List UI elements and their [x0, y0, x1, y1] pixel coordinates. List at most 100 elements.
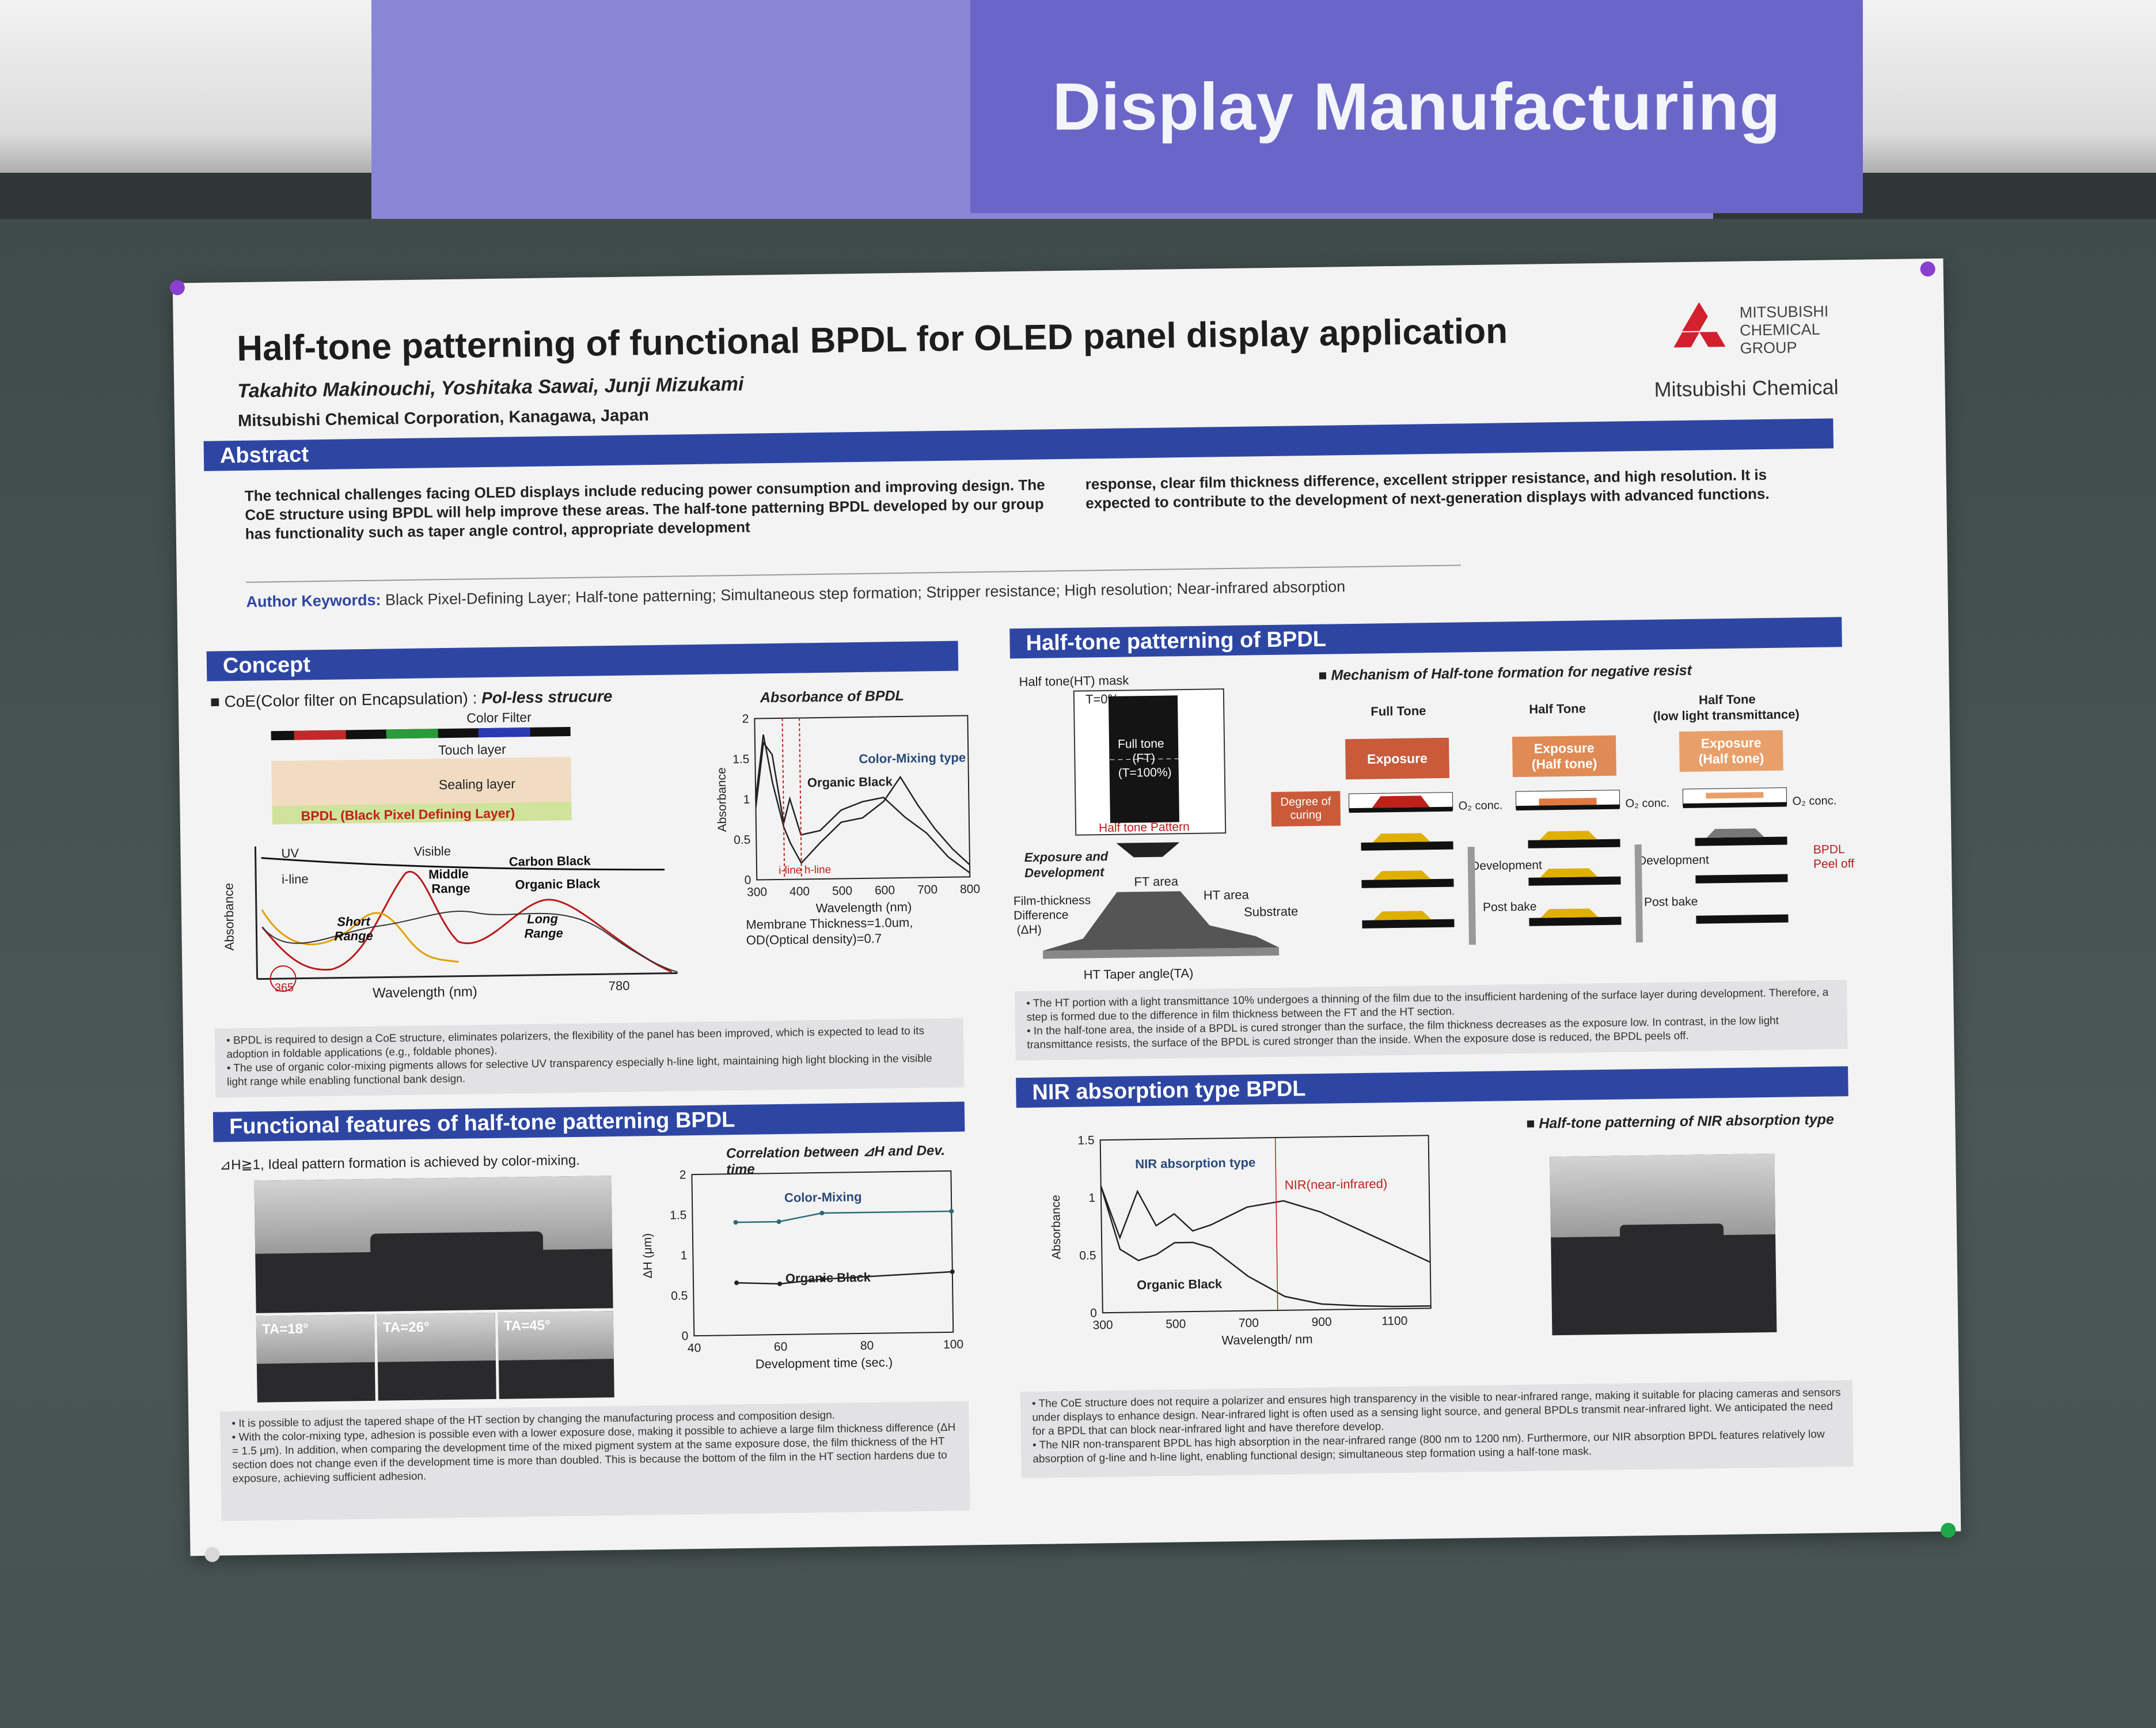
mitsubishi-logo: MITSUBISHI CHEMICAL GROUP Mitsubishi Che… — [1654, 300, 1839, 401]
abstract-text-right: response, clear film thickness differenc… — [1085, 465, 1770, 512]
x-tick-label: 800 — [960, 882, 980, 896]
sem-image-ta45: TA=45° — [498, 1311, 614, 1399]
nir-heading: NIR absorption type BPDL — [1016, 1066, 1848, 1108]
x-axis-label: Development time (sec.) — [756, 1355, 893, 1371]
svg-text:Absorbance: Absorbance — [221, 883, 237, 951]
marker-label: i-line — [779, 864, 802, 877]
exposure-half-low-box: Exposure (Half tone) — [1679, 730, 1783, 772]
footnote: Membrane Thickness=1.0um, — [746, 915, 913, 932]
sem-image-ta26: TA=26° — [377, 1312, 496, 1401]
y-tick-label: 1.5 — [732, 753, 750, 766]
marker-label: h-line — [804, 864, 832, 877]
y-tick-label: 2 — [742, 713, 749, 726]
svg-text:Full tone: Full tone — [1118, 737, 1164, 751]
note-text: With the color-mixing type, adhesion is … — [231, 1421, 956, 1486]
series-line — [755, 741, 970, 874]
svg-text:Short: Short — [337, 914, 371, 929]
series-label: NIR absorption type — [1135, 1155, 1255, 1171]
svg-text:(ΔH): (ΔH) — [1016, 923, 1042, 937]
svg-text:Post bake: Post bake — [1644, 895, 1698, 909]
concept-subtitle-italic: Pol-less strucure — [481, 687, 613, 707]
y-tick-label: 2 — [680, 1168, 686, 1181]
halftone-mask-diagram: T=0% Full tone (FT) (T=100%) Half tone P… — [1014, 688, 1298, 982]
marker-line — [781, 718, 785, 880]
halftone-heading: Half-tone patterning of BPDL — [1009, 617, 1842, 659]
banner-title: Display Manufacturing — [1052, 69, 1781, 144]
x-tick-label: 300 — [747, 885, 767, 899]
nir-subtitle: ■ Half-tone patterning of NIR absorption… — [1526, 1111, 1835, 1132]
svg-text:BPDL: BPDL — [1813, 843, 1845, 857]
y-tick-label: 1 — [743, 793, 750, 806]
y-tick-label: 0.5 — [734, 833, 751, 847]
svg-text:Range: Range — [431, 881, 470, 896]
series-line — [737, 1271, 952, 1285]
x-tick-label: 300 — [1092, 1318, 1113, 1332]
sem-step — [1619, 1223, 1724, 1248]
bpdl-layer — [272, 801, 572, 825]
nir-notes: • The CoE structure does not require a p… — [1020, 1380, 1854, 1479]
concept-subtitle-prefix: ■ CoE(Color filter on Encapsulation) : — [210, 689, 482, 711]
concept-subtitle: ■ CoE(Color filter on Encapsulation) : P… — [210, 687, 613, 711]
y-tick-label: 0 — [744, 874, 751, 887]
data-point — [949, 1208, 954, 1214]
svg-text:780: 780 — [609, 979, 630, 994]
svg-text:HT Taper angle(TA): HT Taper angle(TA) — [1083, 966, 1193, 982]
svg-text:Wavelength (nm): Wavelength (nm) — [373, 984, 477, 1001]
svg-text:Development: Development — [1024, 865, 1105, 880]
chart-title: Absorbance of BPDL — [760, 687, 905, 706]
sem-image-ta18: TA=18° — [256, 1314, 375, 1403]
svg-text:Exposure and: Exposure and — [1024, 849, 1109, 865]
banner-panel: Display Manufacturing — [970, 0, 1863, 213]
plot-frame — [691, 1170, 954, 1337]
poster: Half-tone patterning of functional BPDL … — [169, 258, 1961, 1563]
x-axis-label: Wavelength (nm) — [815, 900, 912, 915]
degree-of-curing-box: Degree of curing — [1271, 791, 1341, 827]
svg-text:O₂ conc.: O₂ conc. — [1792, 794, 1836, 808]
dh-plot: 40 60 80 100 0 0.5 1 1.5 2 Development time (sec.… — [641, 1168, 963, 1371]
box-line: (Half tone) — [1531, 756, 1597, 772]
svg-text:(FT): (FT) — [1132, 752, 1155, 766]
x-tick-label: 900 — [1311, 1316, 1331, 1329]
box-line: (Half tone) — [1698, 751, 1764, 767]
nir-plot: 300 500 700 900 1100 0 0.5 1 1.5 Wavelength/ nm Ab… — [1049, 1134, 1432, 1347]
three-diamonds-icon — [1673, 302, 1726, 348]
banner-sign: Display Manufacturing — [371, 0, 1863, 219]
svg-text:FT area: FT area — [1134, 874, 1179, 889]
y-tick-label: 0 — [681, 1329, 688, 1343]
ta-label: TA=18° — [261, 1321, 309, 1337]
box-line: curing — [1290, 808, 1322, 822]
x-tick-label: 80 — [860, 1339, 874, 1352]
pin-top-right-icon — [1920, 261, 1935, 277]
svg-text:Middle: Middle — [428, 866, 469, 881]
series-label: Organic Black — [785, 1270, 871, 1286]
data-point — [734, 1280, 739, 1286]
logo-line: CHEMICAL — [1739, 320, 1820, 339]
absorbance-chart: Absorbance of BPDL 300 400 500 600 700 800 0 0.… — [714, 687, 983, 961]
column-half-tone: Half Tone — [1529, 701, 1586, 717]
plot-frame — [1099, 1135, 1432, 1314]
concept-heading: Concept — [206, 641, 959, 681]
poster-affiliation: Mitsubishi Chemical Corporation, Kanagaw… — [237, 406, 650, 431]
poster-title: Half-tone patterning of functional BPDL … — [236, 311, 1508, 369]
svg-text:O₂ conc.: O₂ conc. — [1625, 797, 1669, 810]
svg-text:O₂ conc.: O₂ conc. — [1458, 799, 1502, 812]
box-line: Exposure — [1534, 740, 1595, 756]
logo-group-text: MITSUBISHI CHEMICAL GROUP — [1739, 302, 1829, 357]
ta-label: TA=45° — [503, 1317, 551, 1334]
svg-text:Visible: Visible — [413, 844, 451, 859]
y-tick-label: 1 — [1088, 1191, 1095, 1204]
layer-label: BPDL (Black Pixel Defining Layer) — [301, 805, 515, 823]
data-point — [819, 1210, 825, 1215]
pin-top-left-icon — [169, 280, 185, 295]
logo-company-name: Mitsubishi Chemical — [1654, 375, 1839, 401]
svg-text:Difference: Difference — [1014, 908, 1069, 922]
halftone-notes: • The HT portion with a light transmitta… — [1015, 980, 1848, 1061]
marker-line — [799, 718, 802, 880]
svg-text:i-line: i-line — [282, 871, 309, 886]
data-point — [733, 1220, 738, 1225]
concept-spectrum-diagram: Absorbance Wavelength (nm) UV Visible i-… — [221, 844, 678, 1001]
blue-filter — [478, 727, 530, 738]
svg-text:HT area: HT area — [1204, 888, 1250, 903]
svg-text:Development: Development — [1638, 853, 1709, 867]
data-point — [950, 1269, 955, 1274]
